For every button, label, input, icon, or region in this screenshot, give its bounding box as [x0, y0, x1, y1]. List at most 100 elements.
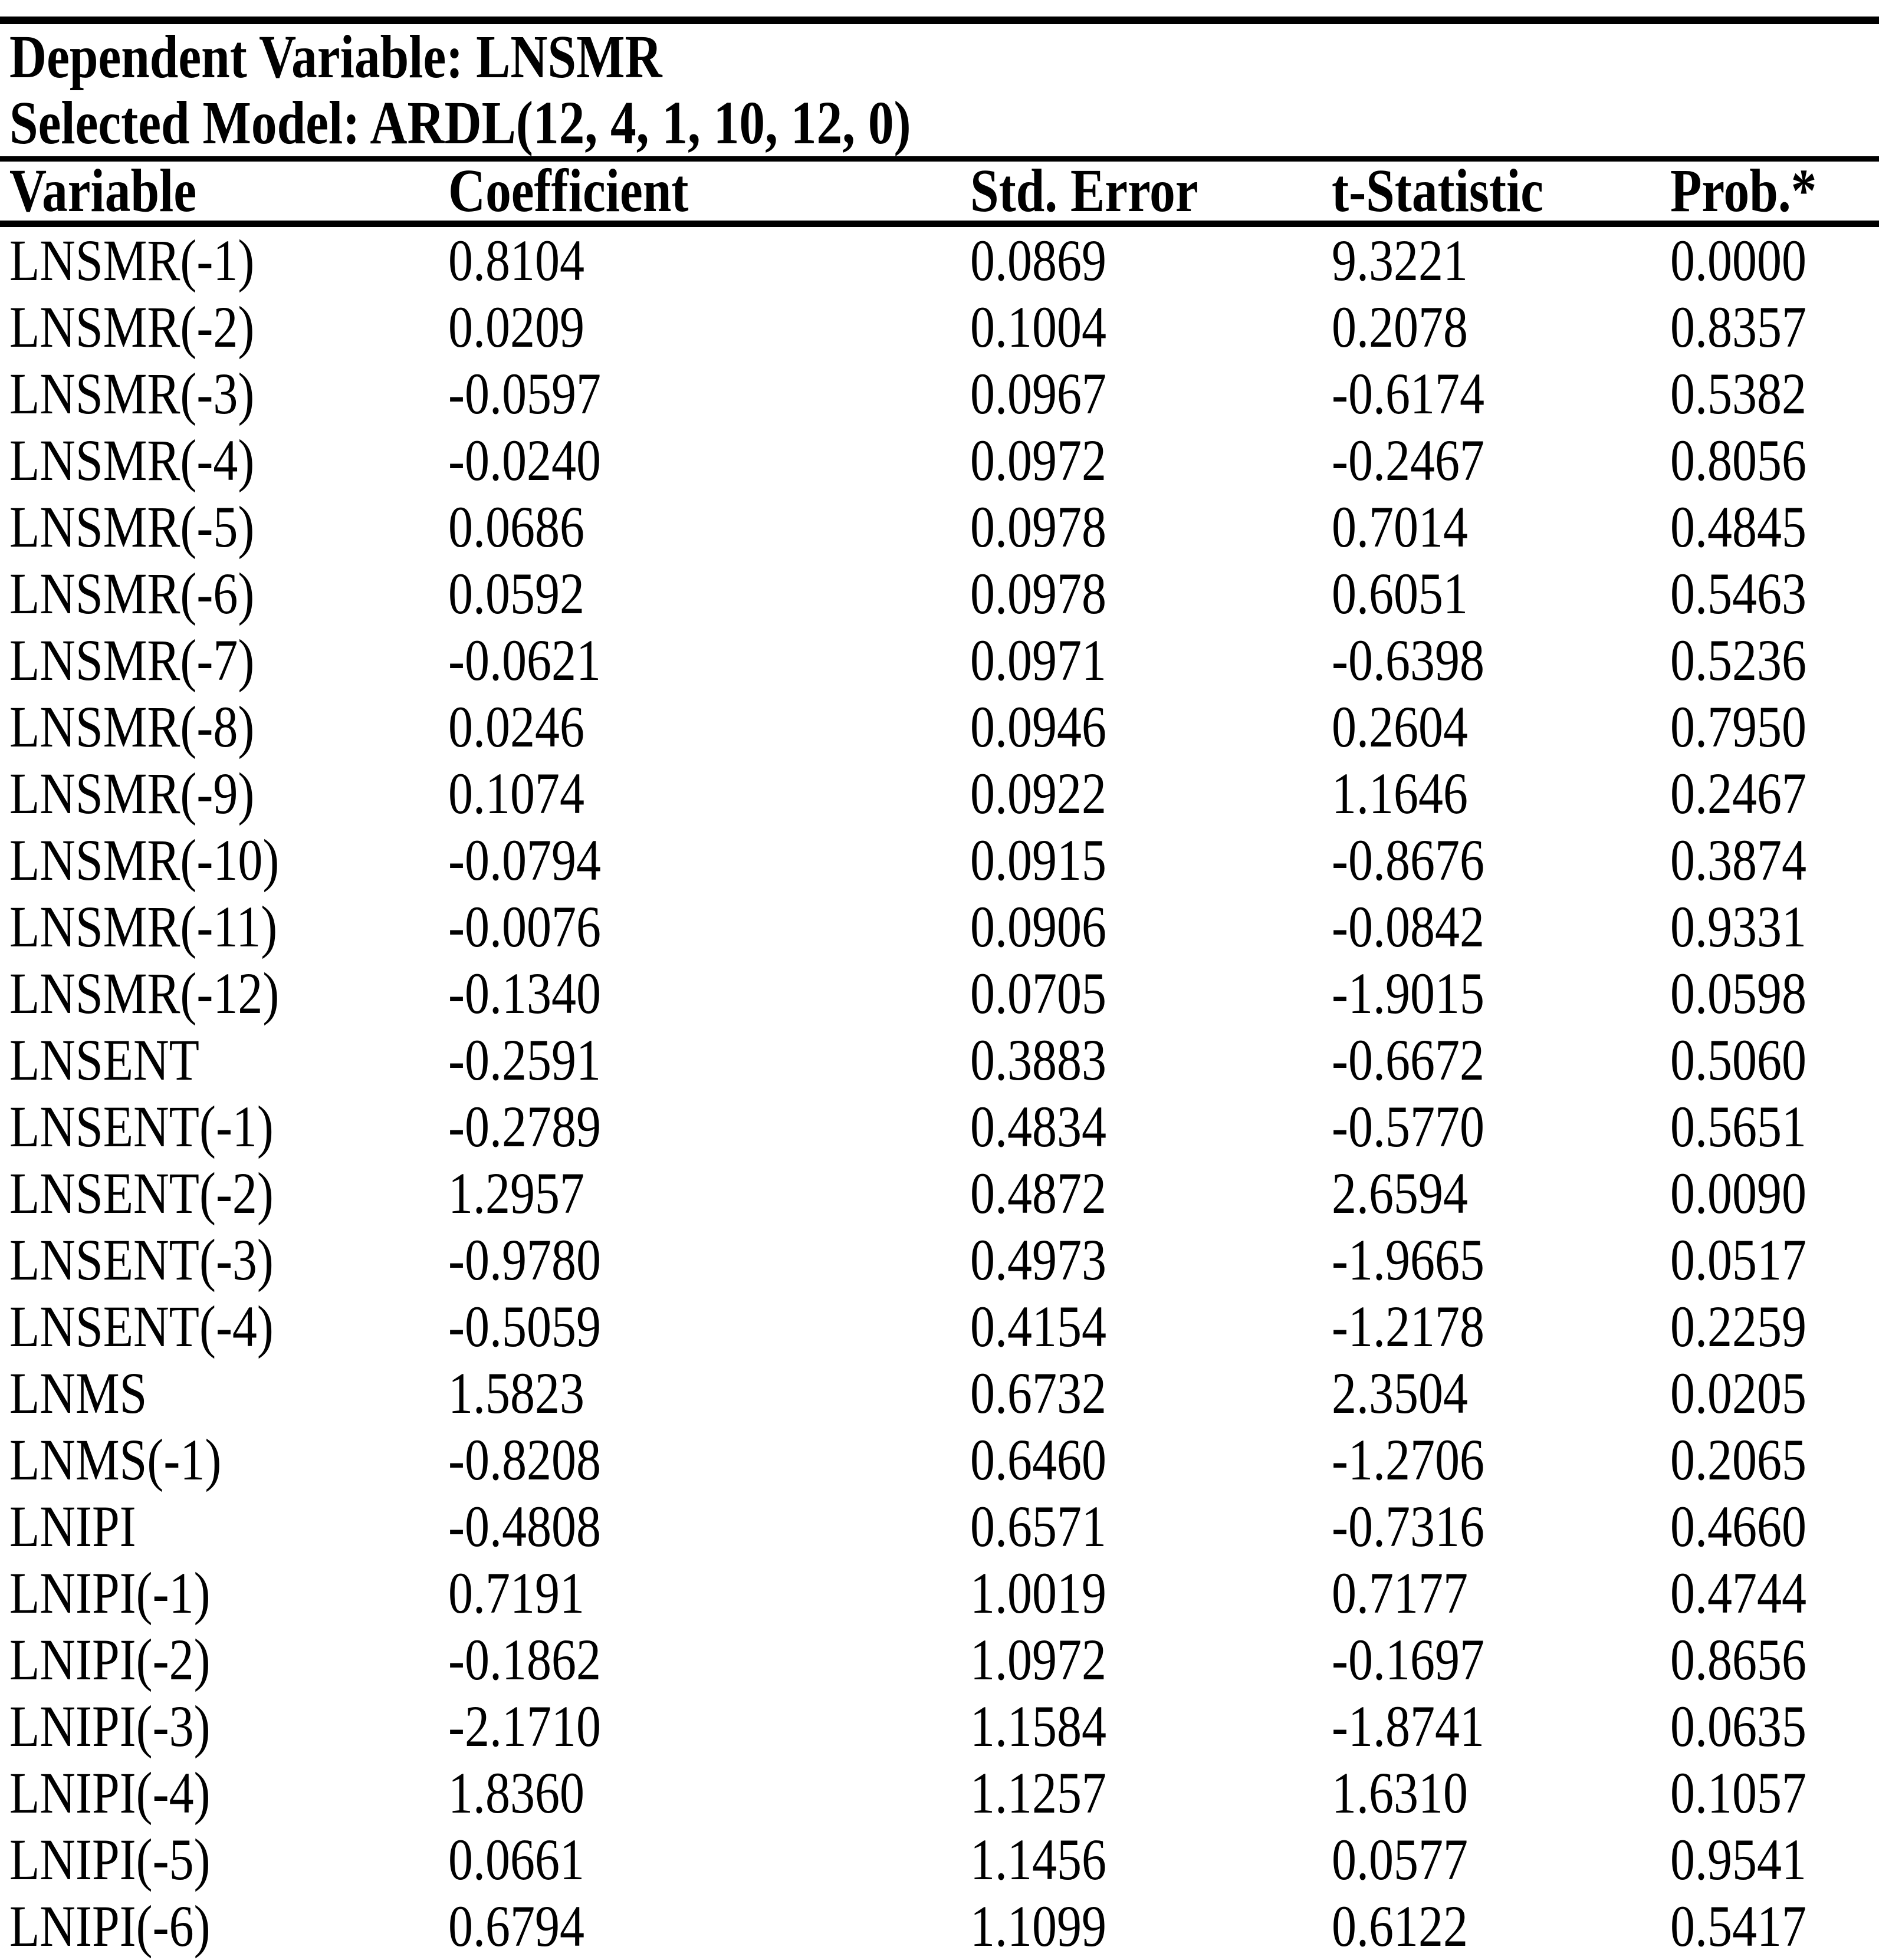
cell-variable: LNIPI(-3) [9, 1693, 448, 1760]
cell-coefficient: -0.1340 [448, 960, 970, 1027]
cell-std-error-text: 0.0906 [970, 894, 1106, 959]
cell-std-error: 0.4872 [970, 1160, 1332, 1226]
cell-coefficient-text: 0.0686 [448, 494, 584, 560]
table-row: LNSENT(-2) 1.2957 0.4872 2.6594 0.0090 [0, 1160, 1879, 1226]
cell-std-error-text: 1.1456 [970, 1827, 1106, 1892]
cell-coefficient: -0.2591 [448, 1027, 970, 1093]
cell-variable-text: LNIPI(-1) [9, 1560, 211, 1626]
cell-coefficient-text: -0.0240 [448, 427, 601, 493]
cell-coefficient: 0.7191 [448, 1560, 970, 1626]
cell-coefficient: 0.0592 [448, 560, 970, 627]
column-header-coefficient: Coefficient [448, 160, 970, 222]
cell-prob-text: 0.5236 [1670, 627, 1806, 693]
cell-variable: LNIPI(-4) [9, 1760, 448, 1826]
cell-variable-text: LNSMR(-1) [9, 228, 255, 293]
cell-std-error: 0.4973 [970, 1226, 1332, 1293]
cell-prob: 0.0635 [1670, 1693, 1879, 1760]
cell-variable: LNIPI(-2) [9, 1626, 448, 1693]
cell-std-error-text: 0.0869 [970, 228, 1106, 293]
table-title-block: Dependent Variable: LNSMR Selected Model… [0, 24, 1879, 156]
table-row: LNSMR(-4) -0.0240 0.0972 -0.2467 0.8056 [0, 427, 1879, 494]
cell-std-error: 0.0705 [970, 960, 1332, 1027]
table-row: LNIPI -0.4808 0.6571 -0.7316 0.4660 [0, 1493, 1879, 1560]
table-row: LNSENT(-4) -0.5059 0.4154 -1.2178 0.2259 [0, 1293, 1879, 1360]
cell-variable: LNSMR(-12) [9, 960, 448, 1027]
table-top-rule [0, 17, 1879, 24]
cell-prob: 0.0090 [1670, 1160, 1879, 1226]
cell-prob: 0.2259 [1670, 1293, 1879, 1360]
table-row: LNSMR(-9) 0.1074 0.0922 1.1646 0.2467 [0, 760, 1879, 827]
cell-coefficient: -0.5059 [448, 1293, 970, 1360]
cell-prob-text: 0.7950 [1670, 694, 1806, 759]
column-header-t-statistic-text: t-Statistic [1332, 157, 1544, 225]
table-row: LNSMR(-6) 0.0592 0.0978 0.6051 0.5463 [0, 560, 1879, 627]
cell-prob: 0.5651 [1670, 1093, 1879, 1160]
cell-coefficient-text: 0.0209 [448, 294, 584, 360]
cell-t-statistic-text: 9.3221 [1332, 228, 1468, 293]
cell-coefficient: 1.2957 [448, 1160, 970, 1226]
cell-t-statistic-text: 0.6051 [1332, 561, 1468, 626]
cell-coefficient: -0.0597 [448, 360, 970, 427]
cell-prob-text: 0.2259 [1670, 1294, 1806, 1359]
cell-prob: 0.4660 [1670, 1493, 1879, 1560]
cell-coefficient-text: 0.7191 [448, 1560, 584, 1626]
cell-std-error: 1.1584 [970, 1693, 1332, 1760]
cell-coefficient: 0.0661 [448, 1826, 970, 1893]
cell-std-error-text: 0.4872 [970, 1160, 1106, 1226]
cell-t-statistic: -0.6398 [1332, 627, 1670, 693]
cell-variable-text: LNIPI(-3) [9, 1693, 211, 1759]
cell-prob: 0.4744 [1670, 1560, 1879, 1626]
cell-variable-text: LNSMR(-7) [9, 627, 255, 693]
cell-variable: LNSMR(-5) [9, 494, 448, 560]
cell-prob-text: 0.0598 [1670, 961, 1806, 1026]
cell-variable: LNSENT [9, 1027, 448, 1093]
cell-t-statistic-text: -1.2178 [1332, 1294, 1484, 1359]
cell-std-error: 1.1099 [970, 1893, 1332, 1959]
cell-coefficient-text: -0.9780 [448, 1227, 601, 1293]
cell-coefficient: -0.0076 [448, 893, 970, 960]
cell-variable: LNSMR(-4) [9, 427, 448, 494]
cell-std-error: 0.0971 [970, 627, 1332, 693]
cell-std-error: 0.0922 [970, 760, 1332, 827]
cell-std-error-text: 1.1099 [970, 1893, 1106, 1959]
cell-coefficient-text: -2.1710 [448, 1693, 601, 1759]
cell-std-error: 0.6460 [970, 1426, 1332, 1493]
cell-prob: 0.5236 [1670, 627, 1879, 693]
table-row: LNSMR(-3) -0.0597 0.0967 -0.6174 0.5382 [0, 360, 1879, 427]
cell-t-statistic: -0.6672 [1332, 1027, 1670, 1093]
cell-std-error-text: 0.4154 [970, 1294, 1106, 1359]
cell-std-error: 0.0978 [970, 560, 1332, 627]
cell-variable-text: LNSMR(-11) [9, 894, 278, 959]
cell-prob-text: 0.0635 [1670, 1693, 1806, 1759]
table-row: LNIPI(-1) 0.7191 1.0019 0.7177 0.4744 [0, 1560, 1879, 1626]
cell-coefficient: -0.8208 [448, 1426, 970, 1493]
table-row: LNSMR(-10) -0.0794 0.0915 -0.8676 0.3874 [0, 827, 1879, 893]
cell-variable: LNMS(-1) [9, 1426, 448, 1493]
cell-prob: 0.2467 [1670, 760, 1879, 827]
cell-prob: 0.5060 [1670, 1027, 1879, 1093]
cell-t-statistic: -0.1697 [1332, 1626, 1670, 1693]
cell-coefficient-text: -0.8208 [448, 1427, 601, 1492]
cell-coefficient-text: -0.5059 [448, 1294, 601, 1359]
cell-prob-text: 0.2065 [1670, 1427, 1806, 1492]
cell-std-error: 0.0972 [970, 427, 1332, 494]
cell-coefficient-text: 0.1074 [448, 761, 584, 826]
cell-std-error: 0.3883 [970, 1027, 1332, 1093]
table-row: LNIPI(-4) 1.8360 1.1257 1.6310 0.1057 [0, 1760, 1879, 1826]
cell-variable-text: LNIPI(-4) [9, 1760, 211, 1826]
cell-t-statistic-text: 0.7014 [1332, 494, 1468, 560]
cell-std-error-text: 0.0978 [970, 561, 1106, 626]
cell-t-statistic: 0.6051 [1332, 560, 1670, 627]
cell-prob-text: 0.5651 [1670, 1094, 1806, 1159]
cell-coefficient-text: -0.4808 [448, 1494, 601, 1559]
cell-std-error-text: 0.0946 [970, 694, 1106, 759]
cell-prob: 0.8357 [1670, 294, 1879, 360]
cell-variable-text: LNSMR(-10) [9, 827, 280, 893]
header-bottom-rule [0, 221, 1879, 227]
cell-std-error-text: 0.0972 [970, 427, 1106, 493]
cell-coefficient: -2.1710 [448, 1693, 970, 1760]
table-row: LNSMR(-8) 0.0246 0.0946 0.2604 0.7950 [0, 693, 1879, 760]
cell-std-error: 0.0967 [970, 360, 1332, 427]
cell-variable-text: LNIPI(-6) [9, 1893, 211, 1959]
cell-variable: LNSMR(-11) [9, 893, 448, 960]
